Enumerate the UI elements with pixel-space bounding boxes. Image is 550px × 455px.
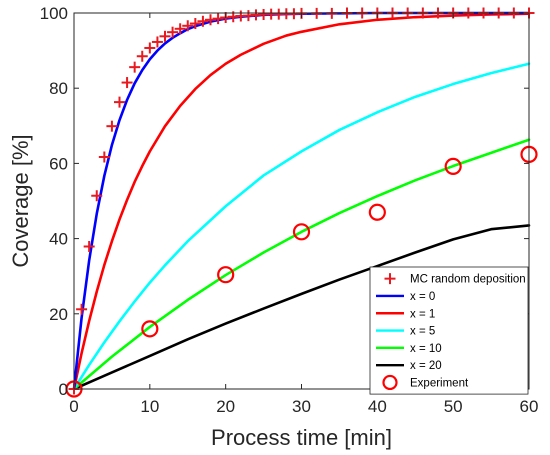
x-tick-label: 60 <box>520 397 539 416</box>
mc-point <box>159 30 171 42</box>
legend-entry: x = 20 <box>376 360 442 372</box>
legend-label: x = 10 <box>410 343 442 355</box>
legend-label: x = 0 <box>410 291 435 303</box>
legend-entry: x = 10 <box>376 343 442 355</box>
x-tick-label: 0 <box>69 397 78 416</box>
x-tick-label: 10 <box>140 397 159 416</box>
mc-point <box>151 36 163 48</box>
x-axis-label: Process time [min] <box>211 425 392 450</box>
series-line-x1 <box>72 12 531 391</box>
mc-point <box>136 50 148 62</box>
legend-entry: x = 1 <box>376 308 435 320</box>
mc-point <box>167 26 179 38</box>
mc-point <box>212 13 224 25</box>
x-tick-label: 30 <box>292 397 311 416</box>
legend-entry: MC random deposition <box>384 273 526 286</box>
legend-entry: x = 0 <box>376 291 435 303</box>
mc-point <box>189 18 201 30</box>
y-axis-label: Coverage [%] <box>8 134 33 267</box>
legend-label: MC random deposition <box>410 274 526 286</box>
mc-point <box>129 61 141 73</box>
x-tick-label: 50 <box>444 397 463 416</box>
legend-label: Experiment <box>410 377 469 389</box>
y-tick-label: 20 <box>49 305 68 324</box>
mc-point <box>144 42 156 54</box>
legend: MC random deposition x = 0 x = 1 x = 5 x = 1… <box>369 266 529 395</box>
experiment-point <box>368 203 386 221</box>
y-tick-label: 60 <box>49 154 68 173</box>
series-line-x10 <box>72 138 531 391</box>
mc-point <box>98 151 110 163</box>
mc-point <box>76 303 88 315</box>
x-tick-label: 20 <box>216 397 235 416</box>
series-line-x5 <box>72 62 531 391</box>
legend-label: x = 20 <box>410 360 442 372</box>
mc-point <box>91 190 103 202</box>
legend-plus-swatch <box>384 273 396 285</box>
mc-point <box>114 96 125 108</box>
mc-point <box>197 15 209 27</box>
legend-circle-swatch <box>382 374 398 391</box>
experiment-point <box>217 266 235 284</box>
y-tick-label: 40 <box>49 230 68 249</box>
mc-point <box>174 23 186 35</box>
legend-entry: Experiment <box>382 374 469 391</box>
y-tick-label: 80 <box>49 79 68 98</box>
experiment-point <box>292 223 311 241</box>
series-line-x20 <box>72 224 531 391</box>
legend-entry: x = 5 <box>376 326 435 338</box>
axes-layer: 0 10 20 30 40 50 60 0 20 40 60 80 100 <box>40 4 539 416</box>
mc-point <box>182 20 194 32</box>
mc-point <box>121 77 133 89</box>
legend-label: x = 5 <box>410 326 435 338</box>
experiment-point <box>444 157 462 176</box>
y-tick-label: 0 <box>59 380 68 399</box>
mc-point <box>106 120 118 132</box>
legend-label: x = 1 <box>410 308 435 320</box>
mc-point <box>83 240 95 252</box>
mc-point <box>205 14 216 26</box>
experiment-point <box>141 320 159 338</box>
y-tick-label: 100 <box>40 4 68 23</box>
x-tick-label: 40 <box>368 397 387 416</box>
